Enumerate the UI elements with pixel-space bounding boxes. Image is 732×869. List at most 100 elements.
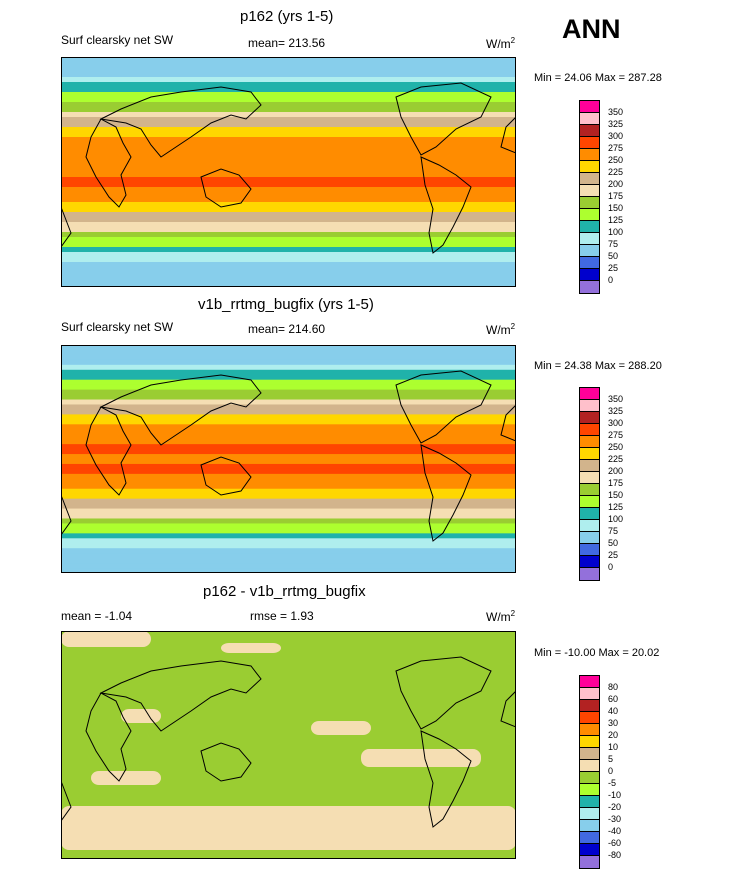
- map-latitude-band: [61, 232, 516, 238]
- coastline: [99, 86, 262, 158]
- colorbar-tick-label: 80: [608, 682, 619, 692]
- map-latitude-band: [61, 67, 516, 73]
- map-latitude-band: [61, 57, 516, 63]
- map-latitude-band: [61, 187, 516, 193]
- map-latitude-band: [61, 82, 516, 88]
- colorbar-tick-label: 225: [608, 454, 624, 464]
- panel-2-bands: [61, 345, 516, 573]
- coastline: [61, 206, 72, 248]
- map-diff-patch: [61, 631, 151, 647]
- coastline: [500, 404, 516, 442]
- map-latitude-band: [61, 272, 516, 278]
- panel-3-colorbar: [579, 675, 600, 869]
- colorbar-tick-label: 40: [608, 706, 619, 716]
- coastline: [395, 82, 492, 156]
- colorbar-swatch: [580, 736, 599, 748]
- panel-3-mean: mean = -1.04: [61, 609, 133, 623]
- colorbar-swatch: [580, 760, 599, 772]
- colorbar-tick-label: 60: [608, 694, 619, 704]
- map-latitude-band: [61, 102, 516, 108]
- panel-2-map: [61, 345, 516, 573]
- map-latitude-band: [61, 117, 516, 123]
- colorbar-swatch: [580, 209, 599, 221]
- colorbar-tick-label: 325: [608, 119, 624, 129]
- colorbar-tick-label: 0: [608, 275, 614, 285]
- colorbar-swatch: [580, 796, 599, 808]
- colorbar-swatch: [580, 556, 599, 568]
- colorbar-swatch: [580, 520, 599, 532]
- colorbar-tick-label: 25: [608, 263, 619, 273]
- colorbar-swatch: [580, 137, 599, 149]
- colorbar-tick-label: 150: [608, 203, 624, 213]
- map-latitude-band: [61, 528, 516, 534]
- panel-2-title: v1b_rrtmg_bugfix (yrs 1-5): [198, 296, 374, 313]
- colorbar-swatch: [580, 197, 599, 209]
- colorbar-tick-label: -10: [608, 790, 622, 800]
- colorbar-swatch: [580, 281, 599, 293]
- colorbar-tick-label: -20: [608, 802, 622, 812]
- colorbar-swatch: [580, 173, 599, 185]
- map-latitude-band: [61, 508, 516, 515]
- colorbar-tick-label: 0: [608, 766, 614, 776]
- map-latitude-band: [61, 354, 516, 361]
- colorbar-tick-label: 250: [608, 155, 624, 165]
- colorbar-swatch: [580, 185, 599, 197]
- map-latitude-band: [61, 87, 516, 93]
- colorbar-swatch: [580, 496, 599, 508]
- colorbar-swatch: [580, 472, 599, 484]
- map-latitude-band: [61, 162, 516, 168]
- colorbar-tick-label: 275: [608, 143, 624, 153]
- colorbar-swatch: [580, 856, 599, 868]
- colorbar-tick-label: 50: [608, 538, 619, 548]
- map-diff-patch: [361, 749, 481, 767]
- colorbar-swatch: [580, 257, 599, 269]
- panel-3-units: W/m2: [486, 609, 516, 624]
- colorbar-swatch: [580, 748, 599, 760]
- panel-3-coastlines: [61, 656, 516, 828]
- colorbar-tick-label: 175: [608, 478, 624, 488]
- map-latitude-band: [61, 449, 516, 455]
- map-latitude-band: [61, 157, 516, 163]
- map-latitude-band: [61, 222, 516, 228]
- panel-1-variable-label: Surf clearsky net SW: [61, 33, 174, 47]
- map-latitude-band: [61, 518, 516, 525]
- panel-3-map: [61, 631, 516, 859]
- map-diff-patch: [91, 771, 161, 785]
- map-latitude-band: [61, 72, 516, 78]
- map-latitude-band: [61, 142, 516, 148]
- colorbar-swatch: [580, 149, 599, 161]
- panel-3-rmse: rmse = 1.93: [250, 609, 314, 623]
- panel-2-coastlines: [61, 370, 516, 542]
- panel-1-mean: mean= 213.56: [248, 36, 326, 50]
- coastline: [61, 780, 72, 822]
- map-latitude-band: [61, 488, 516, 495]
- map-latitude-band: [61, 167, 516, 173]
- map-latitude-band: [61, 563, 516, 569]
- map-latitude-band: [61, 97, 516, 103]
- colorbar-tick-label: 75: [608, 239, 619, 249]
- map-latitude-band: [61, 444, 516, 450]
- colorbar-tick-label: 150: [608, 490, 624, 500]
- map-latitude-band: [61, 92, 516, 98]
- colorbar-tick-label: 125: [608, 215, 624, 225]
- map-latitude-band: [61, 242, 516, 248]
- panel-1-minmax: Min = 24.06 Max = 287.28: [534, 72, 662, 84]
- map-diff-patch: [221, 643, 281, 653]
- colorbar-swatch: [580, 221, 599, 233]
- colorbar-tick-label: 325: [608, 406, 624, 416]
- map-latitude-band: [61, 379, 516, 386]
- panel-2-mean: mean= 214.60: [248, 322, 326, 336]
- colorbar-tick-label: 250: [608, 442, 624, 452]
- map-diff-patch: [61, 806, 516, 850]
- map-latitude-band: [61, 553, 516, 559]
- map-latitude-band: [61, 345, 516, 351]
- map-latitude-band: [61, 277, 516, 283]
- coastline: [200, 742, 252, 782]
- map-latitude-band: [61, 543, 516, 549]
- colorbar-tick-label: 200: [608, 466, 624, 476]
- colorbar-tick-label: 350: [608, 394, 624, 404]
- colorbar-swatch: [580, 125, 599, 137]
- colorbar-tick-label: 25: [608, 550, 619, 560]
- map-latitude-band: [61, 227, 516, 233]
- map-latitude-band: [61, 137, 516, 143]
